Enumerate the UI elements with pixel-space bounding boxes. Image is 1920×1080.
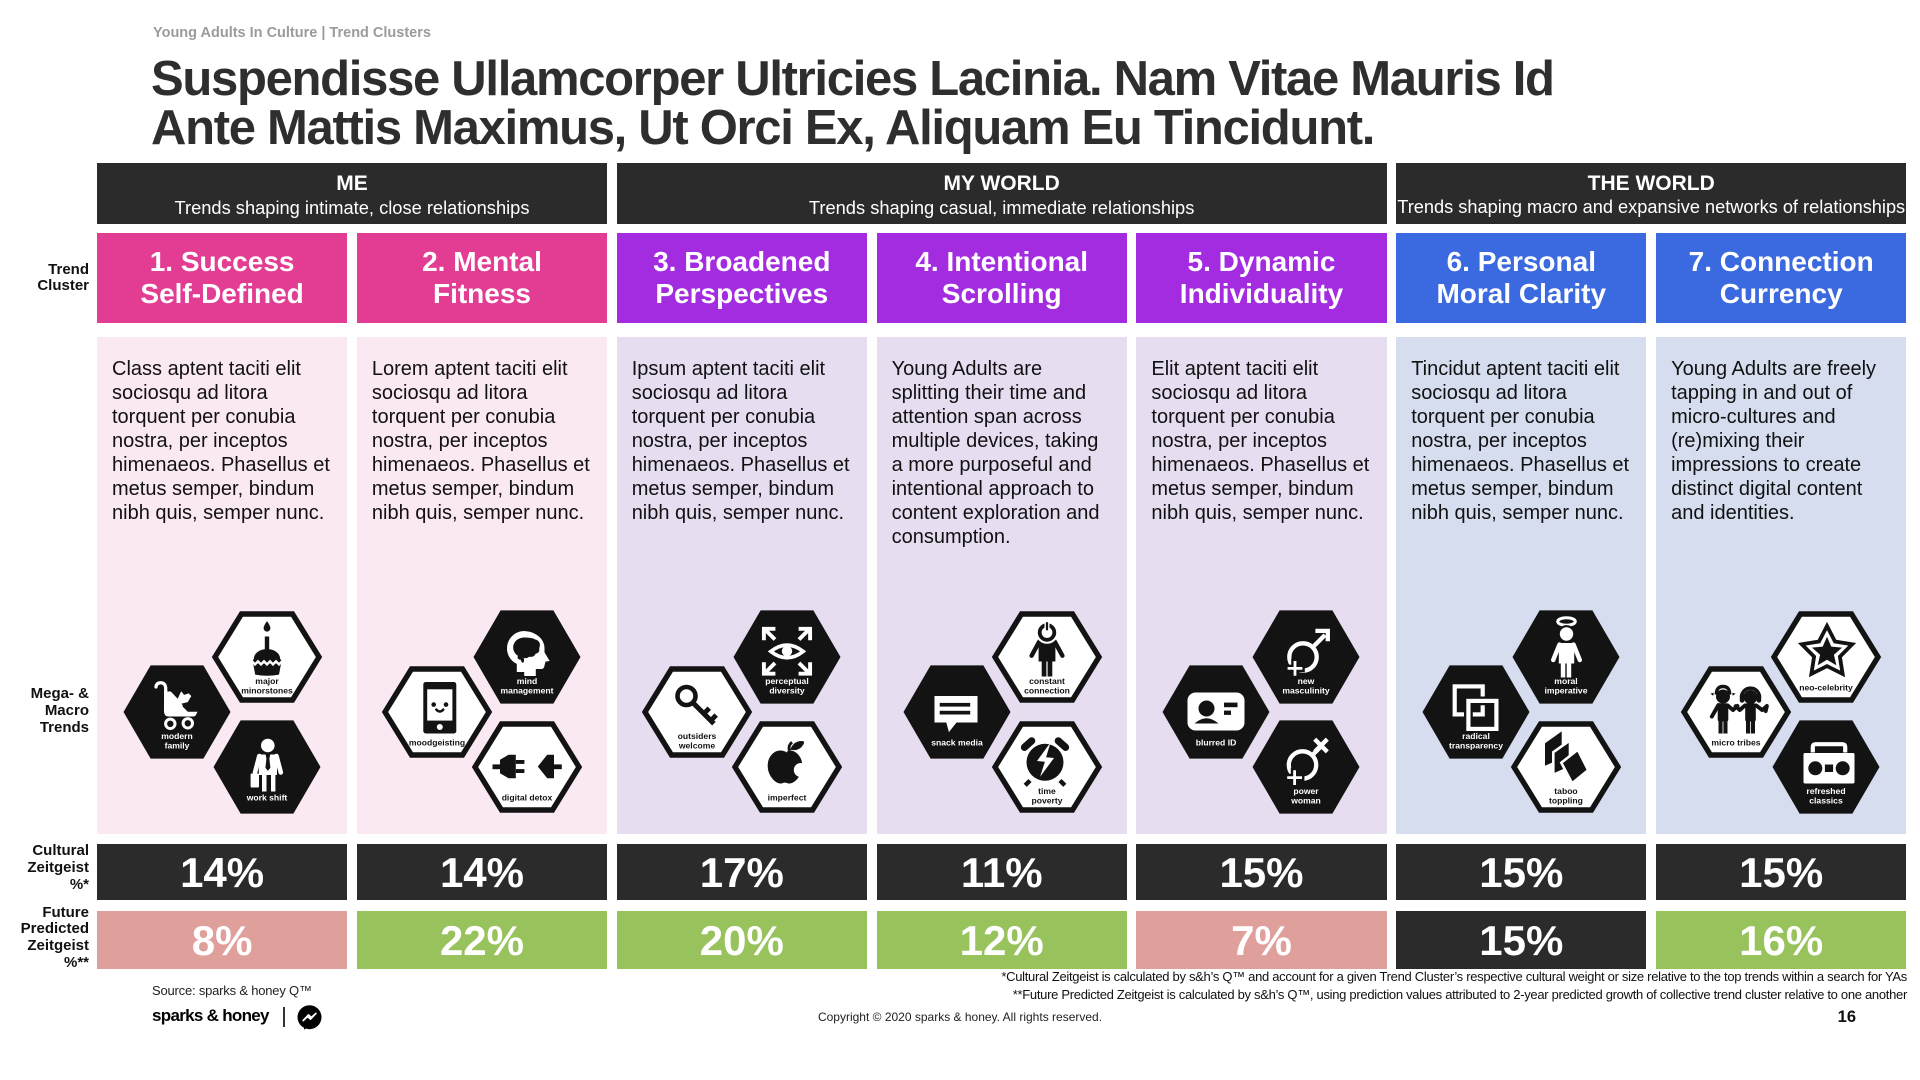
svg-text:transparency: transparency [1449,741,1503,751]
svg-text:snack media: snack media [931,738,983,748]
svg-text:outsiders: outsiders [678,731,717,741]
svg-text:digital detox: digital detox [502,793,553,803]
svg-text:work shift: work shift [246,793,288,803]
svg-text:micro tribes: micro tribes [1711,738,1760,748]
svg-text:imperfect: imperfect [768,793,807,803]
svg-text:modern: modern [161,731,193,741]
svg-text:connection: connection [1024,686,1070,696]
svg-text:mind: mind [517,676,538,686]
svg-text:diversity: diversity [769,686,805,696]
svg-text:new: new [1298,676,1315,686]
svg-text:management: management [500,686,553,696]
svg-text:imperative: imperative [1545,686,1588,696]
svg-text:refreshed: refreshed [1806,786,1845,796]
svg-text:major: major [255,676,279,686]
svg-text:time: time [1038,786,1056,796]
svg-text:moodgeisting: moodgeisting [409,738,465,748]
svg-text:moral: moral [1554,676,1577,686]
svg-text:welcome: welcome [678,741,716,751]
svg-text:perceptual: perceptual [765,676,808,686]
svg-text:power: power [1293,786,1319,796]
svg-text:radical: radical [1462,731,1490,741]
svg-text:classics: classics [1809,796,1843,806]
svg-text:poverty: poverty [1031,796,1062,806]
svg-text:masculinity: masculinity [1282,686,1330,696]
svg-text:family: family [165,741,190,751]
svg-text:taboo: taboo [1554,786,1577,796]
svg-text:woman: woman [1290,796,1321,806]
svg-text:blurred ID: blurred ID [1196,738,1237,748]
svg-text:toppling: toppling [1549,796,1583,806]
svg-text:neo-celebrity: neo-celebrity [1799,683,1853,693]
svg-text:constant: constant [1029,676,1065,686]
svg-text:minorstones: minorstones [241,686,293,696]
